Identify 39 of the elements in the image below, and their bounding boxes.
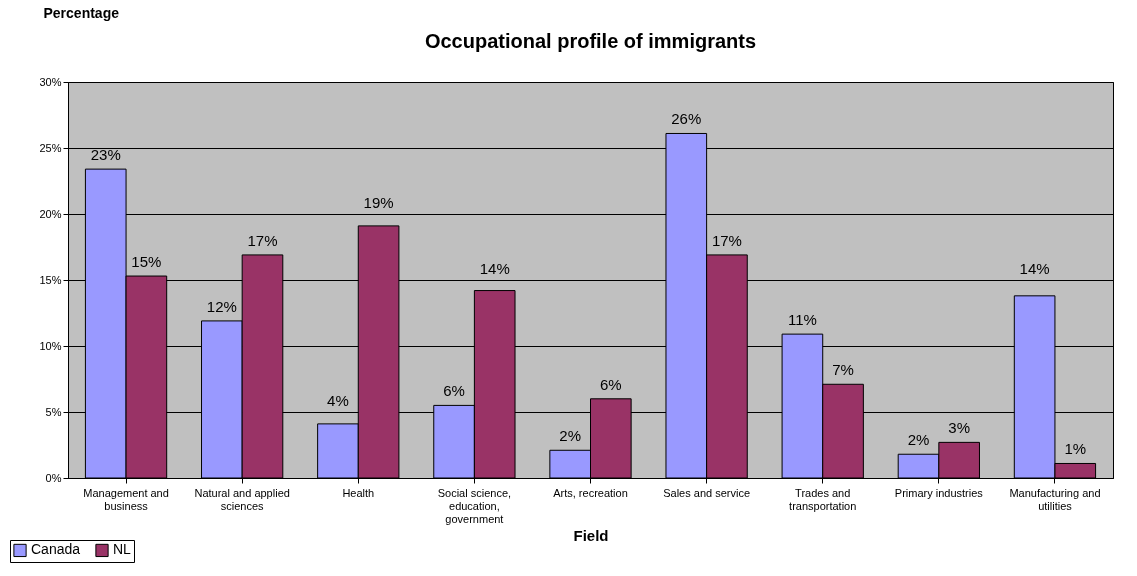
data-label: 2% [907, 431, 930, 449]
x-axis-title: Field [573, 526, 609, 544]
x-tick-label: Sales and service [663, 486, 751, 499]
x-tick-label: Health [342, 486, 375, 499]
y-tick-label: 30% [39, 75, 62, 88]
y-tick-label: 25% [39, 141, 62, 154]
data-label: 12% [206, 297, 237, 315]
x-tick-label: Social science, education, government [437, 486, 512, 525]
data-label: 14% [1019, 260, 1050, 277]
data-label: 3% [948, 419, 970, 437]
x-tick-label: Trades and transportation [789, 486, 857, 512]
y-tick-label: 20% [39, 207, 62, 220]
data-label: 2% [559, 427, 582, 445]
x-tick-label: Arts, recreation [553, 486, 628, 499]
data-label: 26% [671, 110, 702, 128]
y-tick-label: 15% [39, 273, 62, 286]
data-label: 7% [832, 361, 854, 379]
x-tick-label: Management and business [83, 486, 169, 512]
legend-label: Canada [31, 541, 81, 558]
data-label: 11% [787, 311, 817, 329]
data-label: 14% [479, 260, 510, 277]
y-tick-label: 10% [39, 339, 62, 352]
y-axis-title: Percentage [43, 4, 120, 21]
data-label: 4% [327, 392, 349, 409]
data-label: 6% [599, 375, 622, 393]
x-tick-label: Primary industries [894, 486, 984, 499]
legend-label: NL [113, 541, 132, 558]
data-label: 17% [247, 231, 278, 249]
chart-title: Occupational profile of immigrants [424, 30, 757, 52]
x-tick-label: Manufacturing and utilities [1009, 486, 1101, 512]
data-label: 17% [711, 231, 742, 249]
data-label: 23% [90, 146, 121, 164]
data-label: 1% [1064, 440, 1087, 458]
x-tick-label: Natural and applied sciences [194, 486, 290, 512]
data-label: 6% [443, 382, 465, 400]
data-label: 19% [363, 194, 394, 211]
data-label: 15% [131, 253, 162, 271]
y-tick-label: 5% [45, 405, 62, 418]
y-tick-label: 0% [45, 471, 62, 484]
